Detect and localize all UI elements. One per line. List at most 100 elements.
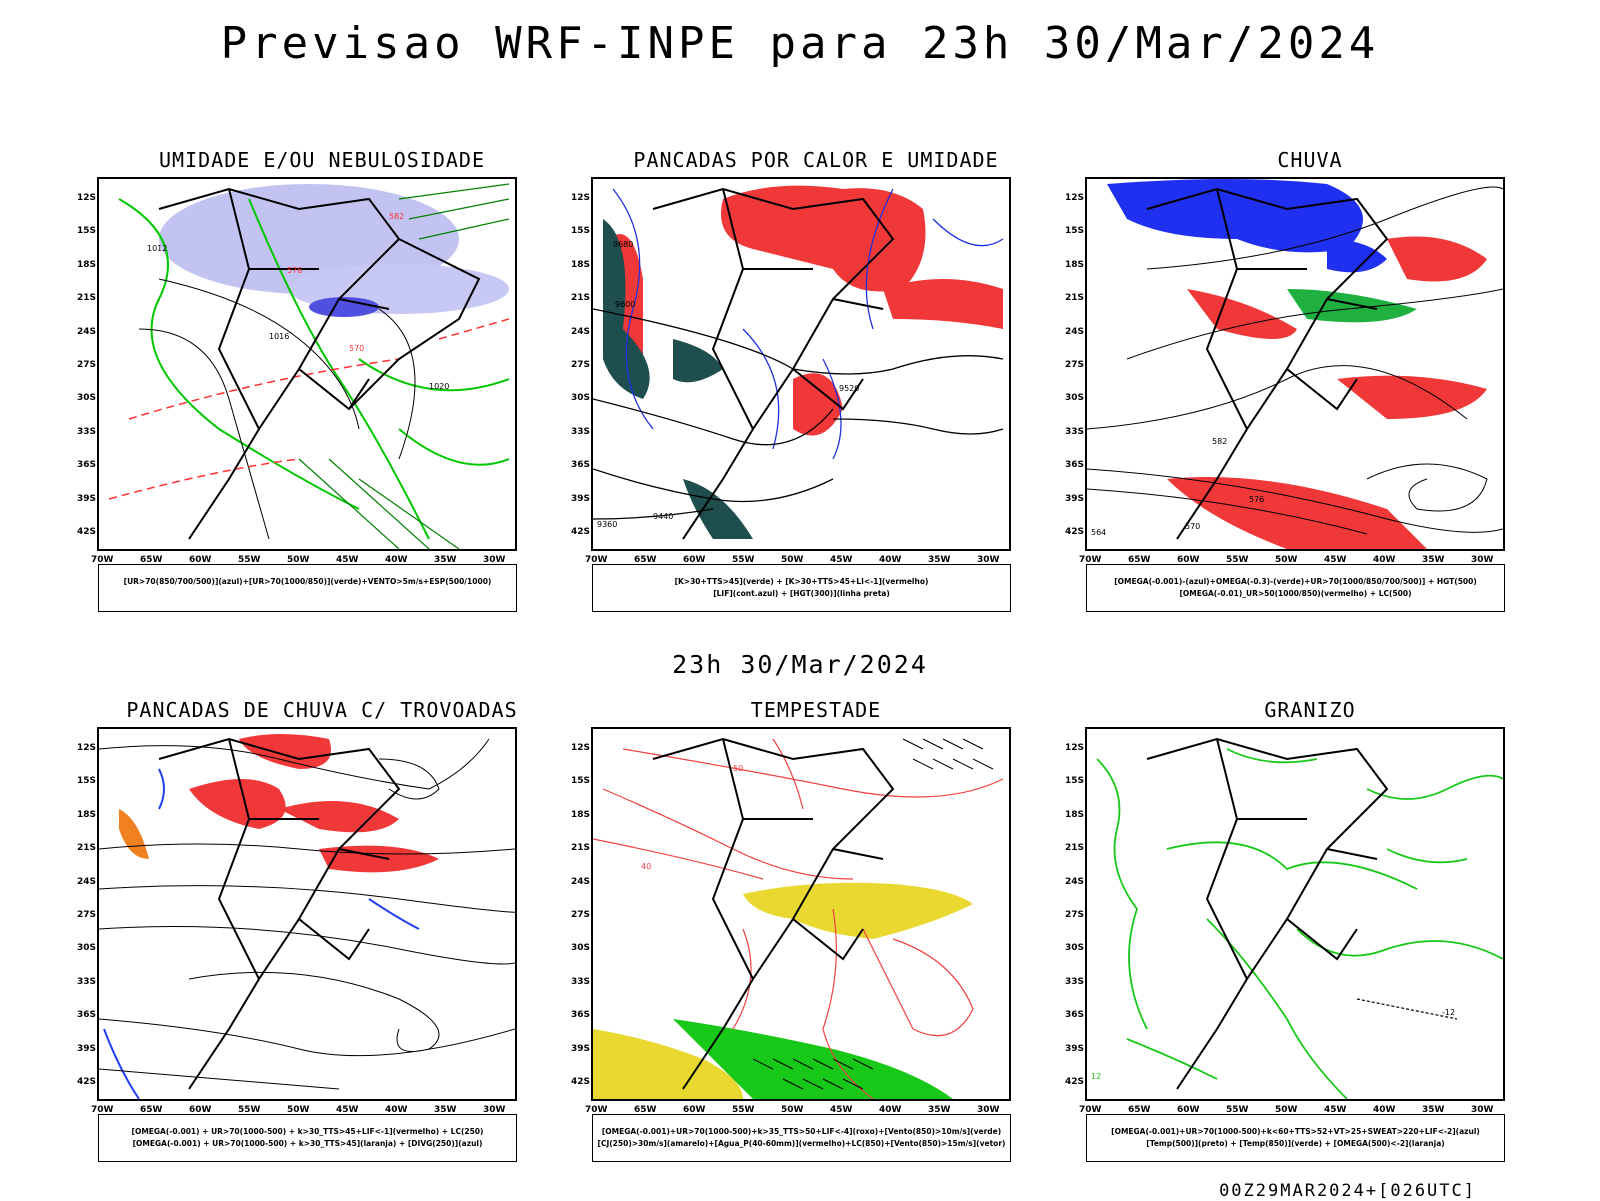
lon-tick-label: 65W — [140, 555, 163, 565]
map-graphics: 582 576 570 564 — [1087, 179, 1503, 549]
humidity-contour-green — [118, 198, 510, 540]
country-borders — [652, 187, 895, 540]
country-borders — [652, 737, 895, 1090]
lat-tick-label: 18S — [571, 809, 591, 820]
lon-tick-label: 35W — [1422, 1105, 1445, 1115]
lon-tick-label: 60W — [189, 555, 212, 565]
forecast-map[interactable]: 50 40 12S 15S 18S 21S 24S 27S 30S 33S 36S 39S 42S 7… — [571, 727, 1011, 1115]
streamlines — [1087, 186, 1503, 535]
contour-label: 576 — [1249, 495, 1264, 504]
panel-title: TEMPESTADE — [750, 698, 882, 722]
contour-label: 1016 — [269, 332, 289, 341]
contour-label: 9520 — [839, 384, 859, 393]
lat-tick-label: 39S — [571, 493, 591, 504]
lon-tick-label: 70W — [91, 1105, 114, 1115]
contour-label: 582 — [389, 212, 404, 221]
lat-tick-label: 36S — [571, 460, 591, 471]
lon-tick-label: 40W — [879, 555, 902, 565]
thunderstorm-area-red — [239, 734, 331, 769]
lon-tick-label: 50W — [287, 1105, 310, 1115]
rain-area-red — [1187, 289, 1297, 339]
lon-tick-label: 50W — [781, 1105, 804, 1115]
lon-tick-label: 45W — [1324, 1105, 1347, 1115]
lon-tick-label: 70W — [1079, 1105, 1102, 1115]
lat-tick-label: 12S — [571, 743, 591, 753]
valid-time-title: 23h 30/Mar/2024 — [672, 650, 928, 679]
legend-line: [UR>70(850/700/500)](azul)+[UR>70(1000/8… — [123, 577, 492, 586]
contour-label: 564 — [1091, 528, 1106, 537]
rain-area-green — [1287, 289, 1417, 323]
panel-title: UMIDADE E/OU NEBULOSIDADE — [158, 148, 486, 172]
main-title: Previsao WRF-INPE para 23h 30/Mar/2024 — [220, 18, 1380, 69]
map-graphics: -12 12 — [1091, 737, 1503, 1099]
instability-area-red — [721, 185, 926, 292]
lat-tick-label: 18S — [77, 259, 97, 270]
forecast-map[interactable]: -12 12 12S 15S 18S 21S 24S 27S 30S 33S 36S 39S 42S… — [1065, 727, 1505, 1115]
lat-tick-label: 18S — [571, 259, 591, 270]
lon-tick-label: 55W — [1226, 1105, 1249, 1115]
contour-label: 9680 — [613, 240, 633, 249]
lat-tick-label: 18S — [1065, 809, 1085, 820]
contour-label: 50 — [733, 764, 743, 773]
legend-line: [OMEGA(-0.001)+UR>70(1000-500)+k<60+TTS>… — [1111, 1127, 1480, 1136]
lon-tick-label: 40W — [1373, 555, 1396, 565]
lon-tick-label: 70W — [91, 555, 114, 565]
forecast-map[interactable]: 1012 1016 1020 570 576 582 12S 15S 18S 21S 2… — [77, 177, 517, 565]
legend-line: [OMEGA(-0.001) + UR>70(1000-500) + k>30_… — [131, 1127, 484, 1136]
instability-area-green — [603, 219, 650, 399]
panel-chuva: CHUVA 582 576 570 564 12S 15S 18S 21S 24S 27S… — [1065, 148, 1555, 628]
lat-tick-label: 27S — [571, 910, 591, 920]
panel-granizo: GRANIZO -12 12 12S 15S 18S 21S 24S 27S 30S 33S 3… — [1065, 698, 1555, 1178]
jet-area-yellow — [593, 1029, 743, 1099]
rain-area-red — [1337, 375, 1487, 419]
lat-tick-label: 21S — [77, 293, 97, 304]
lon-tick-label: 60W — [1177, 555, 1200, 565]
lat-tick-label: 27S — [1065, 910, 1085, 920]
lon-tick-label: 35W — [434, 555, 457, 565]
lat-tick-label: 30S — [77, 943, 97, 954]
lon-tick-label: 55W — [732, 1105, 755, 1115]
legend-line: [OMEGA(-0.001) + UR>70(1000-500) + k>30_… — [132, 1139, 483, 1148]
lon-tick-label: 40W — [1373, 1105, 1396, 1115]
contour-label: 570 — [349, 344, 364, 353]
lon-tick-label: 60W — [189, 1105, 212, 1115]
legend-line: [OMEGA(-0.01)_UR>50(1000/850)(vermelho) … — [1179, 589, 1412, 598]
lat-tick-label: 42S — [1065, 1077, 1085, 1087]
lon-tick-label: 70W — [1079, 555, 1102, 565]
lat-tick-label: 42S — [1065, 527, 1085, 537]
lat-tick-label: 33S — [571, 976, 591, 987]
lon-tick-label: 70W — [585, 1105, 608, 1115]
panel-legend: [OMEGA(-0.001)+UR>70(1000-500)+k>35_TTS>… — [592, 1114, 1011, 1162]
forecast-map[interactable]: 9680 9600 9520 9440 9360 12S 15S 18S 21S 24S… — [571, 177, 1011, 565]
lat-tick-label: 30S — [1065, 943, 1085, 954]
lat-tick-label: 12S — [1065, 193, 1085, 203]
lat-tick-label: 39S — [77, 1043, 97, 1054]
map-graphics — [99, 734, 515, 1099]
forecast-map[interactable]: 582 576 570 564 12S 15S 18S 21S 24S 27S 30S 33S… — [1065, 177, 1505, 565]
rain-area-blue — [1327, 239, 1387, 273]
panel-trovoadas: PANCADAS DE CHUVA C/ TROVOADAS 12S 15S 18S… — [77, 698, 567, 1178]
lon-tick-label: 30W — [483, 555, 506, 565]
lat-tick-label: 18S — [77, 809, 97, 820]
wind-vectors — [752, 738, 994, 1090]
lif-contour-blue — [612, 188, 1004, 460]
instability-area-red — [793, 373, 843, 436]
lat-tick-label: 24S — [571, 326, 591, 337]
lon-tick-label: 30W — [1471, 1105, 1494, 1115]
legend-line: [CJ(250)>30m/s](amarelo)+[Agua_P(40-60mm… — [597, 1139, 1006, 1148]
lat-tick-label: 24S — [1065, 876, 1085, 887]
instability-area-red — [883, 279, 1003, 329]
contour-label: 570 — [1185, 522, 1200, 531]
lon-tick-label: 35W — [1422, 555, 1445, 565]
lat-tick-label: 30S — [1065, 393, 1085, 404]
lat-tick-label: 39S — [77, 493, 97, 504]
lat-tick-label: 30S — [571, 393, 591, 404]
lat-tick-label: 12S — [1065, 743, 1085, 753]
lat-tick-label: 24S — [77, 876, 97, 887]
panel-legend: [OMEGA(-0.001)+UR>70(1000-500)+k<60+TTS>… — [1086, 1114, 1505, 1162]
lat-tick-label: 21S — [1065, 843, 1085, 854]
forecast-map[interactable]: 12S 15S 18S 21S 24S 27S 30S 33S 36S 39S 42S 70W 65W 6… — [77, 727, 517, 1115]
lat-tick-label: 33S — [77, 976, 97, 987]
contour-label: 1020 — [429, 382, 449, 391]
lat-tick-label: 39S — [1065, 493, 1085, 504]
